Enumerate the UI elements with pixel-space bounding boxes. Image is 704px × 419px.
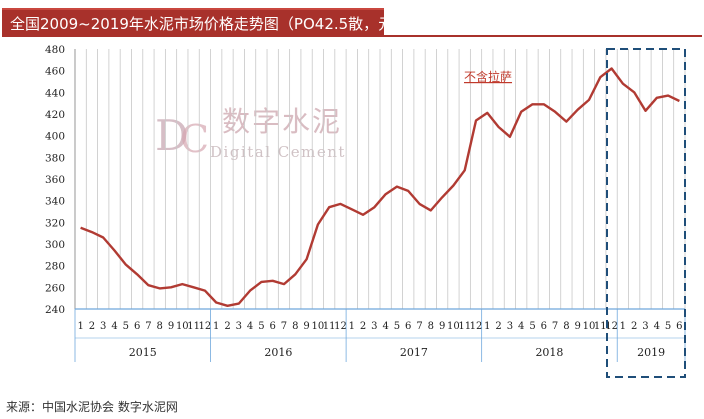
annotation-no-lhasa: 不含拉萨 bbox=[464, 69, 512, 84]
x-tick-label-month: 4 bbox=[382, 321, 388, 332]
highlight-2019-box bbox=[606, 48, 686, 378]
y-tick-label: 360 bbox=[45, 174, 65, 186]
y-tick-label: 320 bbox=[45, 217, 65, 229]
x-tick-label-month: 12 bbox=[334, 321, 347, 332]
x-tick-label-month: 7 bbox=[281, 321, 287, 332]
y-tick-label: 440 bbox=[45, 87, 65, 99]
price-line bbox=[80, 67, 680, 307]
source-note: 来源：中国水泥协会 数字水泥网 bbox=[6, 400, 178, 414]
x-tick-label-month: 4 bbox=[518, 321, 524, 332]
x-tick-label-month: 6 bbox=[269, 321, 275, 332]
x-tick-label-month: 8 bbox=[563, 321, 569, 332]
y-tick-label: 260 bbox=[45, 282, 65, 294]
x-tick-label-month: 1 bbox=[349, 321, 355, 332]
watermark-cn: 数字水泥 bbox=[222, 105, 342, 138]
x-tick-label-month: 3 bbox=[236, 321, 242, 332]
x-year-label: 2017 bbox=[400, 346, 428, 359]
y-tick-label: 300 bbox=[45, 239, 65, 251]
x-tick-label-month: 3 bbox=[642, 321, 648, 332]
x-tick-label-month: 1 bbox=[620, 321, 626, 332]
x-tick-label-month: 2 bbox=[631, 321, 637, 332]
x-tick-label-month: 11 bbox=[187, 321, 200, 332]
x-tick-label-month: 7 bbox=[416, 321, 422, 332]
x-tick-label-month: 10 bbox=[447, 321, 460, 332]
x-tick-label-month: 4 bbox=[247, 321, 253, 332]
watermark-en: Digital Cement bbox=[210, 143, 346, 161]
x-tick-label-month: 6 bbox=[676, 321, 682, 332]
x-tick-label-month: 1 bbox=[213, 321, 219, 332]
x-tick-label-month: 4 bbox=[111, 321, 117, 332]
title-bar: 全国2009~2019年水泥市场价格走势图（PO42.5散，元/吨） bbox=[2, 8, 428, 35]
x-tick-label-month: 1 bbox=[77, 321, 83, 332]
x-tick-label-month: 12 bbox=[470, 321, 483, 332]
x-tick-label-month: 10 bbox=[312, 321, 325, 332]
x-tick-label-month: 3 bbox=[100, 321, 106, 332]
x-tick-label-month: 2 bbox=[224, 321, 230, 332]
x-tick-label-month: 9 bbox=[574, 321, 580, 332]
x-year-label: 2018 bbox=[535, 346, 563, 359]
y-tick-label: 460 bbox=[45, 66, 65, 78]
x-tick-label-month: 8 bbox=[428, 321, 434, 332]
x-tick-label-month: 5 bbox=[394, 321, 400, 332]
x-tick-label-month: 11 bbox=[594, 321, 607, 332]
x-tick-label-month: 9 bbox=[439, 321, 445, 332]
x-tick-label-month: 7 bbox=[552, 321, 558, 332]
y-tick-label: 420 bbox=[45, 109, 65, 121]
y-tick-label: 480 bbox=[45, 44, 65, 56]
x-tick-label-month: 5 bbox=[665, 321, 671, 332]
x-tick-label-month: 5 bbox=[529, 321, 535, 332]
x-tick-label-month: 11 bbox=[458, 321, 471, 332]
watermark-logo: D bbox=[155, 111, 189, 160]
chart-title: 全国2009~2019年水泥市场价格走势图（PO42.5散，元/吨） bbox=[10, 15, 429, 33]
y-tick-label: 340 bbox=[45, 196, 65, 208]
x-tick-label-month: 11 bbox=[323, 321, 336, 332]
vertical-gridlines bbox=[74, 49, 686, 309]
x-tick-label-month: 1 bbox=[484, 321, 490, 332]
x-tick-label-month: 12 bbox=[199, 321, 212, 332]
x-year-label: 2015 bbox=[129, 346, 157, 359]
x-tick-label-month: 5 bbox=[123, 321, 129, 332]
x-year-label: 2019 bbox=[637, 346, 665, 359]
watermark: D C 数字水泥 Digital Cement bbox=[155, 105, 346, 161]
x-year-label: 2016 bbox=[264, 346, 292, 359]
x-tick-label-month: 9 bbox=[168, 321, 174, 332]
y-tick-label: 380 bbox=[45, 152, 65, 164]
y-tick-label: 400 bbox=[45, 131, 65, 143]
x-tick-label-month: 6 bbox=[541, 321, 547, 332]
x-tick-label-month: 4 bbox=[654, 321, 660, 332]
x-tick-label-month: 8 bbox=[157, 321, 163, 332]
title-underline bbox=[2, 35, 702, 37]
x-tick-label-month: 3 bbox=[507, 321, 513, 332]
watermark-logo-c: C bbox=[180, 117, 209, 161]
x-tick-label-month: 2 bbox=[89, 321, 95, 332]
price-series bbox=[80, 67, 680, 307]
y-tick-label: 280 bbox=[45, 261, 65, 273]
x-tick-label-month: 5 bbox=[258, 321, 264, 332]
x-tick-label-month: 6 bbox=[134, 321, 140, 332]
x-tick-label-month: 9 bbox=[303, 321, 309, 332]
x-tick-label-month: 2 bbox=[495, 321, 501, 332]
x-tick-label-month: 7 bbox=[145, 321, 151, 332]
y-axis: 240 260 280 300 320 340 360 380 400 420 440 460 480 bbox=[45, 44, 76, 316]
x-tick-label-month: 10 bbox=[176, 321, 189, 332]
x-tick-label-month: 10 bbox=[583, 321, 596, 332]
x-tick-label-month: 6 bbox=[405, 321, 411, 332]
x-tick-label-month: 12 bbox=[605, 321, 618, 332]
x-tick-label-month: 2 bbox=[360, 321, 366, 332]
y-tick-label: 240 bbox=[45, 304, 65, 316]
line-chart: D C 数字水泥 Digital Cement 240 260 280 300 320 3… bbox=[45, 44, 686, 378]
x-tick-label-month: 8 bbox=[292, 321, 298, 332]
x-tick-label-month: 3 bbox=[371, 321, 377, 332]
